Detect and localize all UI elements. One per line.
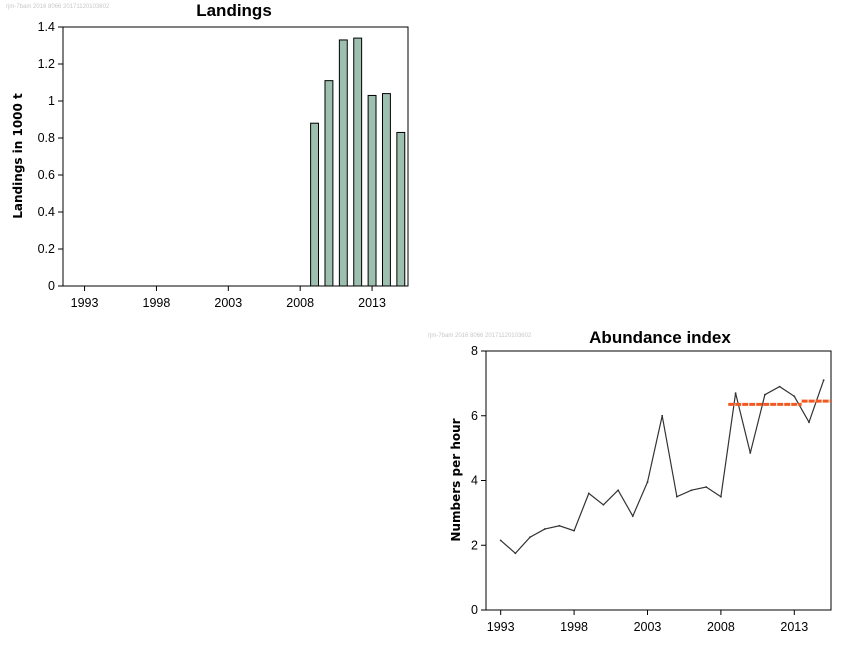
abundance-y-tick-label: 2 bbox=[471, 538, 478, 552]
abundance-chart: rjm-7bam 2016 8066 20171120103602 Abunda… bbox=[428, 328, 832, 634]
abundance-data-point bbox=[764, 393, 766, 396]
abundance-y-tick-label: 6 bbox=[471, 409, 478, 423]
landings-y-tick-label: 1.4 bbox=[38, 20, 55, 34]
abundance-data-point bbox=[543, 528, 546, 530]
abundance-y-tick-label: 0 bbox=[471, 603, 478, 617]
landings-bar bbox=[324, 80, 334, 287]
abundance-x-tick-label: 2008 bbox=[707, 620, 735, 634]
landings-y-tick-label: 1.2 bbox=[38, 57, 55, 71]
landings-x-axis: 1993 1998 2003 2008 2013 bbox=[71, 286, 386, 310]
landings-chart: rjm-7bam 2016 8066 20171120103602 Landin… bbox=[6, 1, 409, 310]
abundance-title: Abundance index bbox=[589, 328, 731, 347]
abundance-data-point bbox=[514, 552, 517, 555]
abundance-data-point bbox=[631, 515, 634, 518]
abundance-data-point bbox=[675, 495, 678, 498]
abundance-data-point bbox=[719, 495, 722, 498]
abundance-data-point bbox=[602, 503, 605, 506]
landings-y-axis-label: Landings in 1000 t bbox=[11, 93, 25, 219]
abundance-x-tick-label: 2003 bbox=[634, 620, 662, 634]
abundance-data-point bbox=[778, 385, 781, 388]
abundance-data-point bbox=[808, 421, 810, 424]
landings-bars bbox=[310, 37, 406, 287]
abundance-data-point bbox=[690, 489, 693, 492]
abundance-series bbox=[499, 379, 831, 555]
abundance-series-line bbox=[500, 379, 825, 555]
abundance-y-axis-label: Numbers per hour bbox=[449, 418, 463, 541]
abundance-stamp: rjm-7bam 2016 8066 20171120103602 bbox=[428, 333, 532, 339]
landings-x-tick-label: 1993 bbox=[71, 296, 99, 310]
landings-bar bbox=[338, 39, 348, 287]
abundance-plot-frame bbox=[485, 350, 832, 611]
abundance-x-tick-label: 1998 bbox=[560, 620, 588, 634]
landings-y-tick-label: 0.8 bbox=[38, 131, 55, 145]
abundance-data-point bbox=[499, 539, 502, 542]
abundance-data-point bbox=[617, 489, 620, 492]
abundance-data-point bbox=[734, 392, 737, 394]
abundance-y-tick-label: 8 bbox=[471, 344, 478, 358]
abundance-data-point bbox=[793, 395, 796, 398]
landings-bar bbox=[367, 94, 377, 287]
landings-stamp: rjm-7bam 2016 8066 20171120103602 bbox=[6, 4, 110, 10]
abundance-data-point bbox=[646, 481, 649, 484]
abundance-x-tick-label: 2013 bbox=[780, 620, 808, 634]
landings-bar bbox=[381, 93, 391, 287]
abundance-y-tick-label: 4 bbox=[471, 474, 478, 488]
landings-bar bbox=[396, 131, 406, 287]
landings-plot-frame bbox=[62, 26, 409, 287]
landings-bar bbox=[310, 122, 320, 287]
abundance-x-axis: 1993 1998 2003 2008 2013 bbox=[487, 610, 808, 634]
landings-y-tick-label: 0.6 bbox=[38, 168, 55, 182]
landings-x-tick-label: 2013 bbox=[358, 296, 386, 310]
abundance-data-point bbox=[573, 529, 575, 532]
abundance-data-point bbox=[529, 536, 531, 539]
abundance-data-point bbox=[822, 379, 825, 382]
landings-y-tick-label: 0.2 bbox=[38, 242, 55, 256]
abundance-data-point bbox=[661, 414, 664, 417]
abundance-data-point bbox=[587, 492, 590, 495]
landings-y-tick-label: 0.4 bbox=[38, 205, 55, 219]
landings-bar bbox=[353, 37, 363, 287]
landings-x-tick-label: 2008 bbox=[286, 296, 314, 310]
abundance-data-point bbox=[705, 486, 708, 488]
landings-y-axis: 0 0.2 0.4 0.6 0.8 1 1.2 1.4 bbox=[38, 20, 63, 293]
abundance-data-point bbox=[558, 524, 561, 527]
landings-y-tick-label: 1 bbox=[48, 94, 55, 108]
abundance-y-axis: 0 2 4 6 8 bbox=[471, 344, 486, 617]
landings-x-tick-label: 2003 bbox=[214, 296, 242, 310]
landings-x-tick-label: 1998 bbox=[143, 296, 171, 310]
landings-y-tick-label: 0 bbox=[48, 279, 55, 293]
landings-title: Landings bbox=[196, 1, 272, 20]
abundance-data-point bbox=[749, 452, 752, 454]
abundance-x-tick-label: 1993 bbox=[487, 620, 515, 634]
